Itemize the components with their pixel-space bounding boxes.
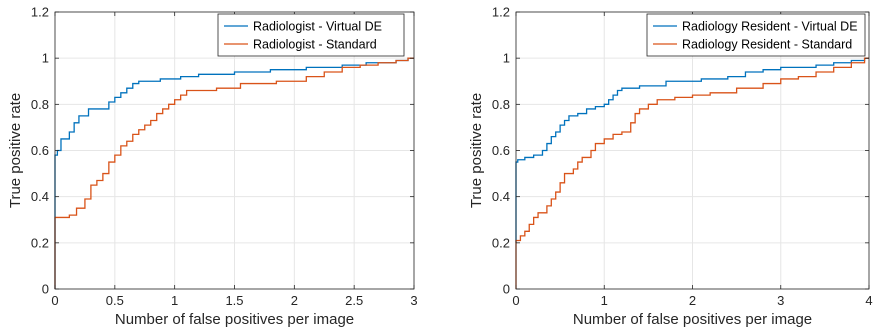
chart2-legend-label-2: Radiology Resident - Standard xyxy=(682,38,852,52)
chart2-y-axis-label: True positive rate xyxy=(468,93,485,208)
chart2-ytick-label-3: 0.6 xyxy=(492,143,510,158)
chart1-legend-label-2: Radiologist - Standard xyxy=(253,38,377,52)
chart1-ytick-label-3: 0.6 xyxy=(31,143,49,158)
chart2-ytick-label-0: 0 xyxy=(503,282,510,297)
chart2-legend-label-1: Radiology Resident - Virtual DE xyxy=(682,20,858,34)
chart2-legend-box xyxy=(646,13,866,57)
chart2-ytick-label-4: 0.8 xyxy=(492,97,510,112)
chart1-ytick-label-2: 0.4 xyxy=(31,189,49,204)
chart2-xtick-label-1: 1 xyxy=(601,293,608,308)
chart2-xtick-label-4: 4 xyxy=(865,293,872,308)
chart2-x-axis-label: Number of false positives per image xyxy=(573,311,812,328)
chart2-xtick-label-0: 0 xyxy=(512,293,519,308)
chart2-series-2-line xyxy=(515,57,869,289)
chart1-xtick-label-0: 0 xyxy=(51,293,58,308)
chart2-ytick-label-6: 1.2 xyxy=(492,5,510,20)
chart2-xtick-label-2: 2 xyxy=(689,293,696,308)
chart1-ytick-label-5: 1 xyxy=(42,51,49,66)
chart1-x-axis-label: Number of false positives per image xyxy=(115,311,354,328)
chart1-xtick-label-1: 0.5 xyxy=(106,293,124,308)
chart1-xtick-label-3: 1.5 xyxy=(225,293,243,308)
chart1-ytick-label-0: 0 xyxy=(42,282,49,297)
chart2-ytick-label-5: 1 xyxy=(503,51,510,66)
chart1-legend-label-1: Radiologist - Virtual DE xyxy=(253,20,382,34)
chart1-series-2-line xyxy=(54,57,414,289)
chart1-series-1-line xyxy=(54,57,414,289)
chart2-ytick-label-1: 0.2 xyxy=(492,235,510,250)
chart1-ytick-label-1: 0.2 xyxy=(31,235,49,250)
chart1-xtick-label-5: 2.5 xyxy=(345,293,363,308)
chart1-ytick-label-4: 0.8 xyxy=(31,97,49,112)
chart2-xtick-label-3: 3 xyxy=(777,293,784,308)
chart1-group: 0 0.5 1 1.5 2 2.5 3 0 0.2 0.4 0.6 0.8 1 1.2 Number of … xyxy=(7,5,418,329)
chart2-ytick-label-2: 0.4 xyxy=(492,189,510,204)
chart1-ytick-label-6: 1.2 xyxy=(31,5,49,20)
chart1-xtick-label-6: 3 xyxy=(410,293,417,308)
chart1-y-axis-label: True positive rate xyxy=(7,93,24,208)
chart2-group: 0 1 2 3 4 0 0.2 0.4 0.6 0.8 1 1.2 Number of false po… xyxy=(468,5,873,329)
chart1-xtick-label-2: 1 xyxy=(171,293,178,308)
chart2-series-1-line xyxy=(515,57,869,243)
chart1-legend-box xyxy=(217,13,405,57)
chart1-xtick-label-4: 2 xyxy=(291,293,298,308)
